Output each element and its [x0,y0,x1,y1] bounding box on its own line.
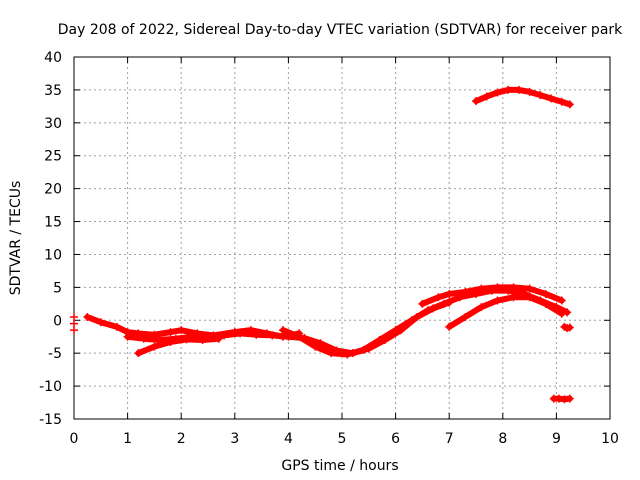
data-point [166,328,175,337]
series-line [419,284,565,307]
data-point [407,316,416,325]
series-arc-7 [472,85,574,109]
data-point [525,87,534,96]
x-tick-label: 8 [498,431,507,447]
data-point [477,284,486,293]
data-point [268,331,277,340]
data-point [493,296,502,305]
data-point [565,323,574,332]
data-point [541,289,550,298]
axis-ticks: 0 1 2 3 4 5 6 7 8 9 10 -15 -10 -5 0 5 10 15 20 25 30 35 40 [39,50,619,447]
y-tick-label: -15 [39,412,62,428]
y-tick-label: 10 [44,247,62,263]
data-point [472,97,480,106]
data-point [327,349,336,358]
x-tick-label: 10 [601,431,619,447]
x-tick-label: 4 [284,431,293,447]
data-point [70,326,78,335]
series-line [446,294,565,330]
data-point [509,293,518,302]
x-tick-label: 1 [123,431,132,447]
y-tick-label: 15 [44,215,62,231]
y-axis-label: SDTVAR / TECUs [8,181,24,296]
data-point [461,287,470,296]
grid-lines [74,57,610,419]
data-point [477,303,486,312]
y-tick-label: -5 [48,346,62,362]
data-point [236,329,245,338]
data-point [482,92,491,101]
y-tick-label: 5 [53,280,62,296]
data-point [311,342,320,351]
data-point [445,289,454,298]
data-point [439,299,448,308]
data-point [279,326,288,335]
data-point [461,312,470,321]
x-axis-label: GPS time / hours [281,458,398,474]
x-tick-label: 2 [177,431,186,447]
series-arc-5 [418,283,566,308]
data-point [525,284,534,293]
y-tick-label: -10 [39,379,62,395]
data-point [134,349,143,358]
data-point [375,336,384,345]
y-tick-label: 35 [44,83,62,99]
series-arc-9 [560,322,574,333]
series-arc-10 [70,312,78,335]
x-tick-label: 5 [338,431,347,447]
series-line [473,86,573,108]
data-point [434,293,443,302]
data-point [220,331,229,340]
data-point [565,100,574,109]
data-point [182,335,191,344]
x-tick-label: 9 [552,431,561,447]
y-tick-label: 25 [44,149,62,165]
data-point [83,312,92,321]
data-point [96,318,105,327]
data-point [565,394,574,403]
data-point [423,306,432,315]
chart-title: Day 208 of 2022, Sidereal Day-to-day VTE… [58,22,623,38]
data-point [214,334,223,343]
data-point [139,334,148,343]
data-point [525,293,534,302]
data-point [177,326,186,335]
y-tick-label: 40 [44,50,62,66]
data-point [359,345,368,354]
data-point [557,296,566,305]
data-point [112,322,121,331]
y-tick-label: 0 [53,313,62,329]
x-tick-label: 7 [445,431,454,447]
data-series [70,85,574,404]
series-arc-8 [549,394,574,404]
data-point [198,336,207,345]
data-point [536,91,545,100]
data-point [504,85,513,94]
data-point [557,97,566,106]
data-point [493,283,502,292]
data-point [295,332,304,341]
series-arc-3 [134,334,223,358]
y-tick-label: 20 [44,182,62,198]
data-point [547,94,556,103]
data-point [493,88,502,97]
data-point [418,299,427,308]
data-point [343,350,352,359]
x-tick-label: 0 [70,431,79,447]
series-arc-6 [445,293,566,331]
data-point [123,332,132,341]
data-point [252,330,261,339]
data-point [514,85,523,94]
x-tick-label: 6 [391,431,400,447]
data-point [150,342,159,351]
data-point [445,322,454,331]
data-point [509,283,518,292]
y-tick-label: 30 [44,116,62,132]
data-point [391,326,400,335]
data-point [557,309,566,318]
data-point [541,299,550,308]
data-point [166,337,175,346]
x-tick-label: 3 [230,431,239,447]
